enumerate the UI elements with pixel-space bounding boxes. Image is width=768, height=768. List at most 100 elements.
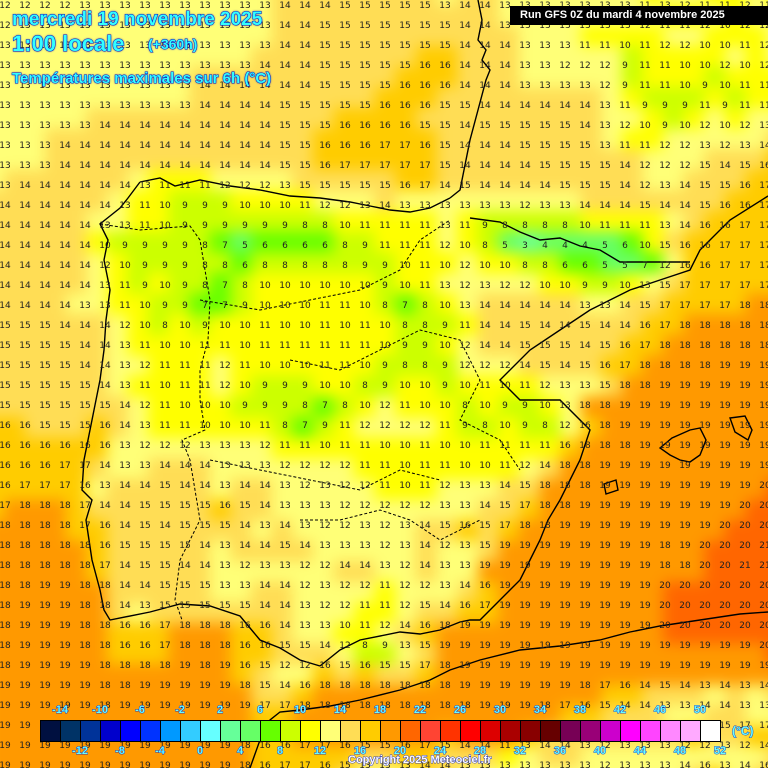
grid-value: 13 [359, 761, 371, 768]
legend-label-top: -6 [135, 704, 146, 717]
grid-value: 15 [139, 521, 151, 531]
forecast-date: mercredi 19 novembre 2025 [11, 9, 263, 31]
grid-value: 13 [319, 621, 331, 631]
grid-value: 14 [0, 241, 11, 251]
grid-value: 11 [319, 361, 331, 371]
grid-value: 19 [19, 661, 31, 671]
grid-value: 14 [459, 121, 471, 131]
grid-value: 16 [579, 701, 591, 711]
grid-value: 17 [699, 281, 711, 291]
grid-value: 8 [422, 361, 428, 371]
grid-value: 19 [739, 401, 751, 411]
grid-value: 16 [559, 441, 571, 451]
grid-value: 17 [599, 681, 611, 691]
grid-value: 13 [199, 41, 211, 51]
grid-value: 19 [679, 441, 691, 451]
grid-value: 16 [619, 681, 631, 691]
grid-value: 13 [59, 21, 71, 31]
grid-value: 14 [459, 1, 471, 11]
grid-value: 13 [39, 21, 51, 31]
grid-value: 18 [679, 321, 691, 331]
grid-value: 19 [519, 661, 531, 671]
grid-value: 7 [222, 281, 228, 291]
grid-value: 12 [519, 281, 531, 291]
grid-value: 10 [379, 341, 391, 351]
grid-value: 15 [119, 541, 131, 551]
grid-value: 9 [182, 261, 188, 271]
grid-value: 9 [442, 321, 448, 331]
grid-value: 11 [319, 341, 331, 351]
legend-swatch [661, 721, 681, 741]
grid-value: 9 [182, 241, 188, 251]
grid-value: 15 [439, 121, 451, 131]
grid-value: 19 [599, 621, 611, 631]
grid-value: 15 [239, 501, 251, 511]
grid-value: 13 [219, 441, 231, 451]
grid-value: 10 [499, 381, 511, 391]
grid-value: 14 [199, 101, 211, 111]
grid-value: 19 [99, 761, 111, 768]
grid-value: 14 [99, 321, 111, 331]
grid-value: 12 [339, 461, 351, 471]
grid-value: 19 [759, 421, 768, 431]
grid-value: 14 [39, 201, 51, 211]
grid-value: 18 [199, 621, 211, 631]
grid-value: 17 [339, 161, 351, 171]
grid-value: 13 [459, 481, 471, 491]
grid-value: 14 [719, 681, 731, 691]
grid-value: 19 [159, 701, 171, 711]
grid-value: 19 [19, 681, 31, 691]
grid-value: 13 [519, 741, 531, 751]
grid-value: 13 [119, 341, 131, 351]
grid-value: 15 [299, 181, 311, 191]
grid-value: 8 [382, 301, 388, 311]
grid-value: 19 [719, 401, 731, 411]
grid-value: 20 [759, 521, 768, 531]
grid-value: 14 [119, 421, 131, 431]
grid-value: 19 [459, 681, 471, 691]
grid-value: 19 [599, 501, 611, 511]
grid-value: 19 [19, 601, 31, 611]
grid-value: 15 [379, 41, 391, 51]
grid-value: 13 [259, 461, 271, 471]
grid-value: 16 [399, 181, 411, 191]
legend-swatch [621, 721, 641, 741]
grid-value: 13 [279, 501, 291, 511]
grid-value: 14 [19, 261, 31, 271]
grid-value: 19 [679, 501, 691, 511]
grid-value: 15 [219, 601, 231, 611]
grid-value: 19 [559, 541, 571, 551]
grid-value: 14 [159, 121, 171, 131]
grid-value: 14 [679, 181, 691, 191]
grid-value: 17 [359, 161, 371, 171]
grid-value: 16 [79, 481, 91, 491]
grid-value: 18 [79, 581, 91, 591]
grid-value: 14 [139, 121, 151, 131]
grid-value: 19 [179, 701, 191, 711]
grid-value: 13 [479, 281, 491, 291]
grid-value: 14 [299, 81, 311, 91]
grid-value: 13 [19, 61, 31, 71]
grid-value: 14 [259, 541, 271, 551]
grid-value: 19 [619, 461, 631, 471]
grid-value: 15 [79, 381, 91, 391]
grid-value: 18 [759, 301, 768, 311]
grid-value: 14 [239, 101, 251, 111]
grid-value: 12 [479, 361, 491, 371]
grid-value: 11 [419, 481, 431, 491]
grid-value: 8 [342, 401, 348, 411]
grid-value: 18 [299, 701, 311, 711]
grid-value: 15 [19, 401, 31, 411]
grid-value: 18 [59, 521, 71, 531]
grid-value: 17 [299, 741, 311, 751]
grid-value: 19 [199, 741, 211, 751]
grid-value: 13 [439, 1, 451, 11]
legend-swatch [401, 721, 421, 741]
grid-value: 11 [339, 361, 351, 371]
grid-value: 19 [619, 641, 631, 651]
grid-value: 18 [379, 681, 391, 691]
grid-value: 19 [559, 581, 571, 591]
grid-value: 16 [419, 101, 431, 111]
grid-value: 21 [739, 561, 751, 571]
